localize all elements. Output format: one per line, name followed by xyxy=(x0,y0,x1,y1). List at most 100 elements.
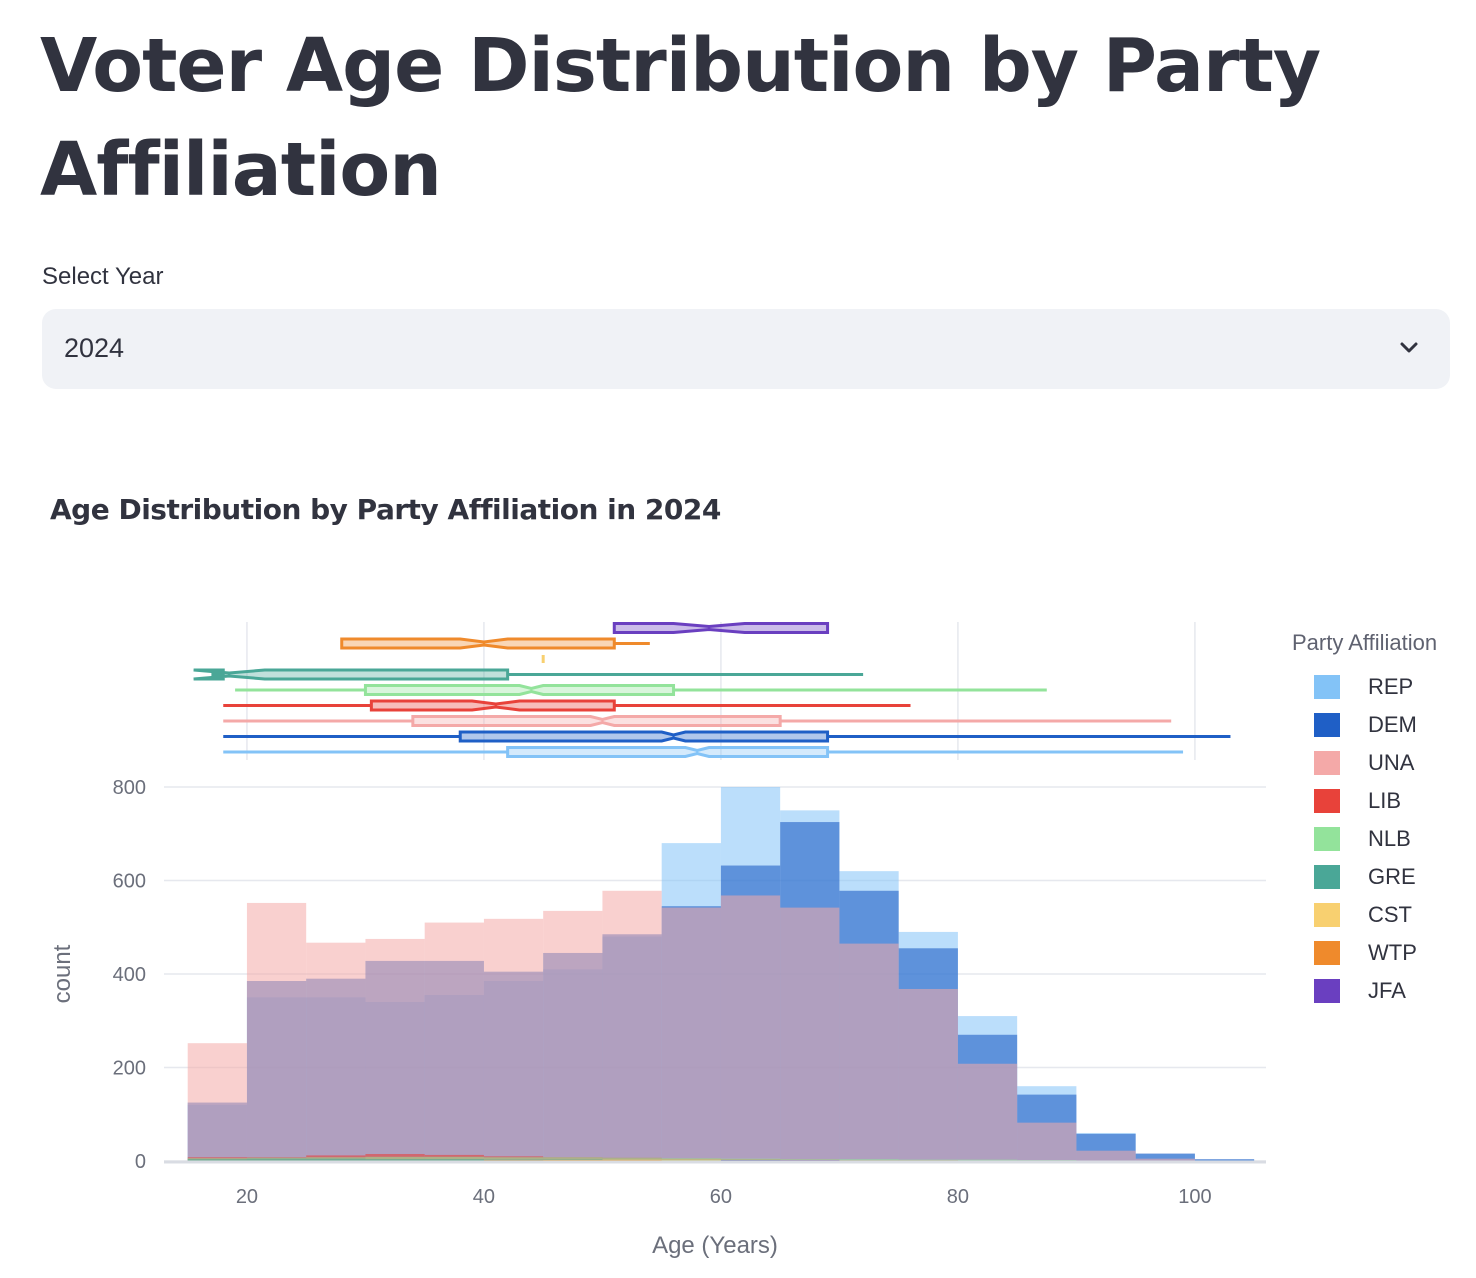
bar-cst-55 xyxy=(661,1159,721,1161)
box-body-lib xyxy=(369,699,616,712)
bar-nlb-80 xyxy=(957,1159,1018,1161)
legend-label: JFA xyxy=(1368,978,1406,1003)
legend-item-una[interactable]: UNA xyxy=(1292,744,1472,782)
box-nlb xyxy=(235,684,1047,696)
legend-item-cst[interactable]: CST xyxy=(1292,896,1472,934)
x-tick-label: 40 xyxy=(473,1186,495,1208)
legend-label: REP xyxy=(1368,674,1414,699)
page-title: Voter Age Distribution by Party Affiliat… xyxy=(40,23,1321,213)
box-una xyxy=(223,715,1172,727)
legend-swatch xyxy=(1314,979,1340,1003)
bar-nlb-40 xyxy=(483,1157,544,1161)
bar-una-50 xyxy=(602,890,662,1161)
legend-item-nlb[interactable]: NLB xyxy=(1292,820,1472,858)
bar-una-75 xyxy=(898,988,958,1161)
y-axis-title: count xyxy=(49,944,76,1003)
legend-swatch xyxy=(1314,903,1340,927)
box-body-wtp xyxy=(340,637,616,650)
legend-label: CST xyxy=(1368,902,1412,927)
bar-nlb-65 xyxy=(780,1159,840,1161)
bar-nlb-75 xyxy=(898,1159,958,1161)
x-tick-label: 80 xyxy=(947,1186,969,1208)
bar-una-60 xyxy=(720,895,781,1161)
box-gre xyxy=(193,668,864,681)
legend-label: UNA xyxy=(1368,750,1415,775)
bar-una-45 xyxy=(543,910,603,1161)
marginal-box-plots xyxy=(193,622,1231,758)
bar-dem-100 xyxy=(1194,1159,1255,1161)
series-una xyxy=(187,890,1255,1161)
year-select-value: 2024 xyxy=(64,333,125,363)
legend-label: NLB xyxy=(1368,826,1411,851)
age-distribution-chart[interactable]: 0 200 400 600 800 20 40 60 80 100 Age (Years) count xyxy=(0,560,1290,1278)
x-axis-title: Age (Years) xyxy=(652,1232,778,1259)
box-body-una xyxy=(411,715,782,727)
bar-una-65 xyxy=(780,907,840,1161)
box-body-nlb xyxy=(363,684,676,696)
y-tick-label: 200 xyxy=(113,1058,146,1080)
bar-una-95 xyxy=(1135,1158,1195,1161)
bar-nlb-45 xyxy=(543,1157,603,1161)
legend-swatch xyxy=(1314,751,1340,775)
box-jfa xyxy=(612,622,830,634)
bar-gre-30 xyxy=(365,1159,425,1161)
legend-swatch xyxy=(1314,789,1340,813)
bar-una-30 xyxy=(365,938,425,1161)
y-tick-label: 0 xyxy=(135,1151,146,1173)
legend-item-gre[interactable]: GRE xyxy=(1292,858,1472,896)
bar-dem-95 xyxy=(1135,1153,1195,1161)
box-body-jfa xyxy=(612,622,830,634)
chevron-down-icon xyxy=(1400,342,1418,353)
x-tick-label: 60 xyxy=(710,1186,732,1208)
bar-nlb-35 xyxy=(424,1156,484,1161)
legend-item-lib[interactable]: LIB xyxy=(1292,782,1472,820)
legend-swatch xyxy=(1314,713,1340,737)
bar-gre-20 xyxy=(246,1158,307,1161)
bar-nlb-50 xyxy=(602,1157,662,1161)
legend-swatch xyxy=(1314,675,1340,699)
legend-label: GRE xyxy=(1368,864,1416,889)
y-tick-label: 800 xyxy=(113,777,146,799)
year-select-label: Select Year xyxy=(42,263,164,290)
box-rep xyxy=(223,746,1184,758)
y-tick-label: 600 xyxy=(113,871,146,893)
legend-item-wtp[interactable]: WTP xyxy=(1292,934,1472,972)
box-body-dem xyxy=(458,730,830,743)
bar-una-80 xyxy=(957,1063,1018,1161)
box-dem xyxy=(223,730,1231,743)
box-body-rep xyxy=(506,746,830,758)
bar-nlb-30 xyxy=(365,1156,425,1161)
legend-label: LIB xyxy=(1368,788,1402,813)
box-body-gre xyxy=(193,668,510,681)
y-tick-label: 400 xyxy=(113,964,146,986)
bar-una-85 xyxy=(1017,1122,1077,1161)
bar-una-90 xyxy=(1076,1150,1136,1161)
bar-nlb-70 xyxy=(839,1159,899,1161)
bar-una-20 xyxy=(246,902,307,1161)
legend-label: DEM xyxy=(1368,712,1417,737)
box-lib xyxy=(223,699,911,712)
x-tick-label: 20 xyxy=(236,1186,258,1208)
bar-una-55 xyxy=(661,907,721,1161)
bar-gre-15 xyxy=(187,1159,247,1161)
x-tick-label: 100 xyxy=(1178,1186,1211,1208)
bar-una-40 xyxy=(483,918,544,1161)
bar-una-70 xyxy=(839,943,899,1161)
legend-label: WTP xyxy=(1368,940,1417,965)
bar-una-25 xyxy=(306,942,366,1161)
legend-title: Party Affiliation xyxy=(1292,630,1438,655)
legend-item-jfa[interactable]: JFA xyxy=(1292,972,1472,1010)
legend-swatch xyxy=(1314,941,1340,965)
legend: Party Affiliation REP DEM UNA LIB NLB GRE CST W… xyxy=(1292,630,1472,1010)
legend-item-dem[interactable]: DEM xyxy=(1292,706,1472,744)
box-wtp xyxy=(340,637,650,650)
year-select[interactable]: 2024 xyxy=(42,309,1450,389)
bar-una-35 xyxy=(424,922,484,1161)
bar-gre-35 xyxy=(424,1159,484,1161)
legend-swatch xyxy=(1314,865,1340,889)
bar-nlb-60 xyxy=(720,1158,781,1161)
bar-gre-25 xyxy=(306,1158,366,1161)
chart-title: Age Distribution by Party Affiliation in… xyxy=(50,493,721,526)
legend-item-rep[interactable]: REP xyxy=(1292,668,1472,706)
bar-una-15 xyxy=(187,1043,247,1161)
